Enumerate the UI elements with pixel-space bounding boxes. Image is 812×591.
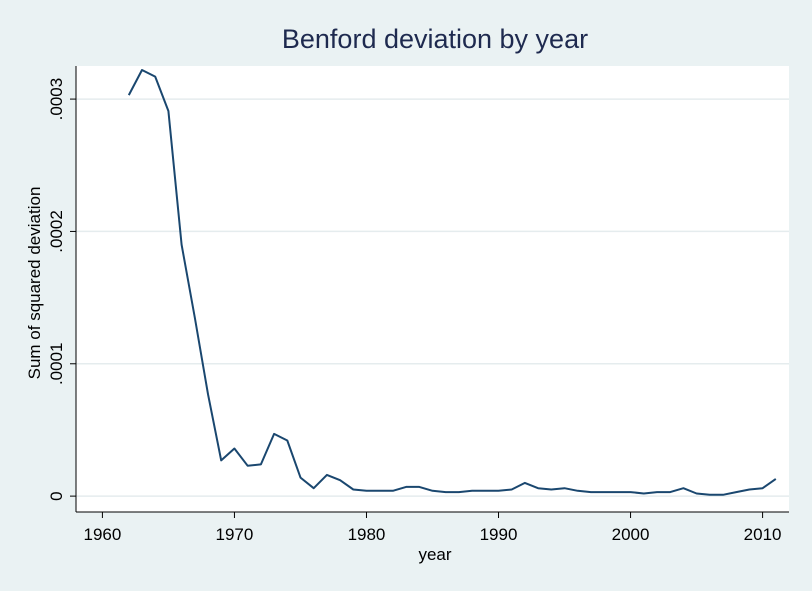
y-tick-label: .0003 xyxy=(47,78,66,121)
gridlines xyxy=(76,98,789,497)
y-tick-label: .0002 xyxy=(47,210,66,253)
plot-area xyxy=(76,66,789,512)
y-ticks: 0 .0001 .0002 .0003 xyxy=(47,78,76,501)
chart-title: Benford deviation by year xyxy=(282,24,588,54)
x-tick-label: 1960 xyxy=(83,525,121,544)
y-tick-label: 0 xyxy=(47,491,66,500)
y-tick-label: .0001 xyxy=(47,343,66,386)
series-line xyxy=(127,69,777,496)
x-tick-label: 2010 xyxy=(744,525,782,544)
y-axis-label: Sum of squared deviation xyxy=(25,187,44,380)
x-axis-label: year xyxy=(418,545,451,564)
x-tick-label: 1970 xyxy=(216,525,254,544)
x-tick-label: 1990 xyxy=(480,525,518,544)
x-tick-label: 2000 xyxy=(612,525,650,544)
x-tick-label: 1980 xyxy=(348,525,386,544)
x-ticks: 1960 1970 1980 1990 2000 2010 xyxy=(83,512,782,544)
